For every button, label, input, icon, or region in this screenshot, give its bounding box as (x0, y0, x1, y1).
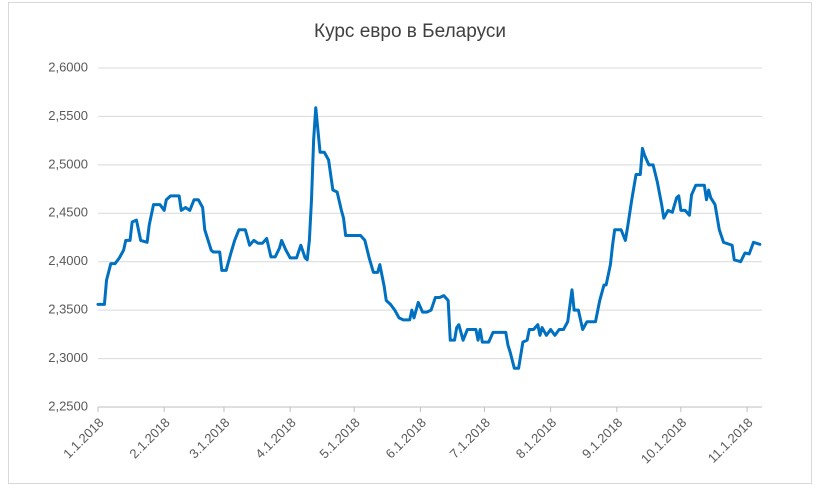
y-tick-label: 2,2500 (48, 398, 88, 413)
chart-title: Курс евро в Беларуси (314, 21, 506, 42)
y-tick-label: 2,6000 (48, 59, 88, 74)
y-tick-label: 2,4500 (48, 205, 88, 220)
y-tick-label: 2,5500 (48, 108, 88, 123)
y-tick-label: 2,4000 (48, 253, 88, 268)
chart-frame (8, 2, 812, 484)
y-tick-label: 2,5000 (48, 156, 88, 171)
y-tick-label: 2,3500 (48, 302, 88, 317)
line-series (96, 106, 762, 370)
y-tick-label: 2,3000 (48, 350, 88, 365)
